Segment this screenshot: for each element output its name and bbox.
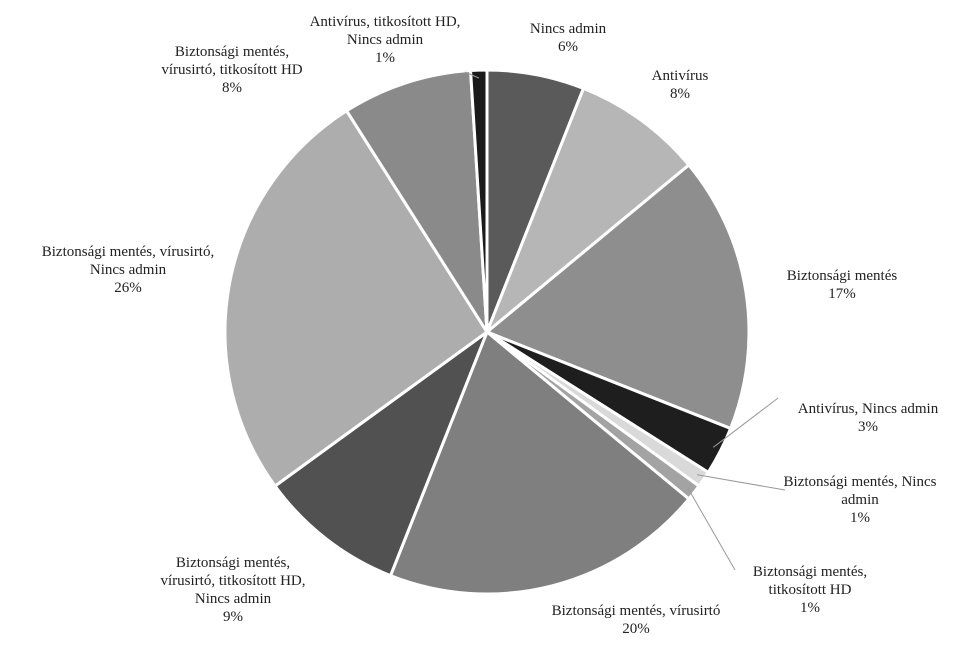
pie-slice [484,162,751,431]
slice-label: Nincs admin 6% [508,20,628,56]
slice-label: Antivírus, titkosított HD, Nincs admin 1% [300,13,470,67]
slice-label: Antivírus 8% [630,67,730,103]
slice-label: Biztonsági mentés, vírusirtó 20% [551,602,721,638]
pie-slice [272,327,491,578]
slice-label: Biztonsági mentés, vírusirtó, Nincs admi… [28,243,228,297]
category-label: Nincs admin [529,21,607,37]
pie-slice [223,108,490,489]
percent-label: 20% [622,621,650,637]
category-label: Biztonsági mentés [786,268,898,284]
percent-label: 8% [222,80,242,96]
category-label: Biztonsági mentés, vírusirtó, titkosítot… [160,555,306,607]
pie-slice [468,68,489,333]
slice-label: Biztonsági mentés, Nincs admin 1% [780,473,940,527]
percent-label: 6% [558,39,578,55]
category-label: Biztonsági mentés, vírusirtó, Nincs admi… [41,244,215,278]
slice-label: Antivírus, Nincs admin 3% [768,400,968,436]
percent-label: 26% [114,280,142,296]
pie-slice [388,329,691,596]
category-label: Biztonsági mentés, Nincs admin [783,474,937,508]
leader-line [464,71,480,79]
leader-line [713,397,779,448]
category-label: Biztonsági mentés, vírusirtó [551,603,721,619]
percent-label: 1% [800,600,820,616]
category-label: Antivírus, Nincs admin [797,401,939,417]
category-label: Antivírus, titkosított HD, Nincs admin [309,14,461,48]
percent-label: 3% [858,419,878,435]
category-label: Antivírus [651,68,709,84]
pie-slice [485,86,691,334]
percent-label: 1% [850,510,870,526]
percent-label: 1% [375,50,395,66]
percent-label: 17% [828,286,856,302]
category-label: Biztonsági mentés, titkosított HD [752,564,868,598]
category-label: Biztonsági mentés, vírusirtó, titkosítot… [161,44,303,78]
slice-label: Biztonsági mentés 17% [762,267,922,303]
percent-label: 9% [223,609,243,625]
slice-label: Biztonsági mentés, vírusirtó, titkosítot… [152,43,312,97]
slice-label: Biztonsági mentés, titkosított HD 1% [725,563,895,617]
slice-label: Biztonsági mentés, vírusirtó, titkosítot… [153,554,313,626]
leader-line [687,487,736,571]
pie-slice [344,68,489,333]
leader-line [696,474,786,491]
percent-label: 8% [670,86,690,102]
